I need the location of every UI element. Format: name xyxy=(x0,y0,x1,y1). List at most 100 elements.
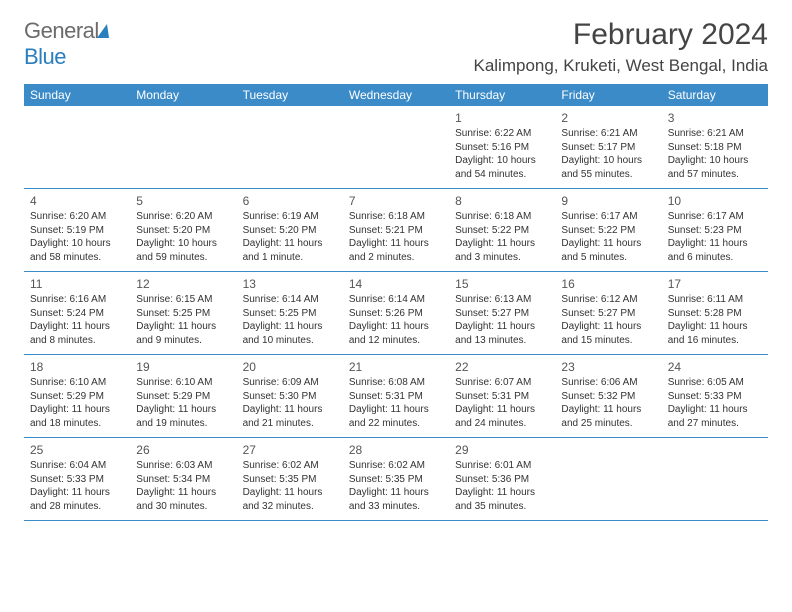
day-cell: 15Sunrise: 6:13 AMSunset: 5:27 PMDayligh… xyxy=(449,272,555,354)
day-cell: 6Sunrise: 6:19 AMSunset: 5:20 PMDaylight… xyxy=(237,189,343,271)
day-info-line: Daylight: 11 hours xyxy=(455,237,549,251)
day-number: 4 xyxy=(30,193,124,209)
week-row: 18Sunrise: 6:10 AMSunset: 5:29 PMDayligh… xyxy=(24,355,768,438)
day-info-line: and 5 minutes. xyxy=(561,251,655,265)
day-cell: 18Sunrise: 6:10 AMSunset: 5:29 PMDayligh… xyxy=(24,355,130,437)
day-info-line: and 15 minutes. xyxy=(561,334,655,348)
day-info-line: and 25 minutes. xyxy=(561,417,655,431)
day-info-line: Sunrise: 6:04 AM xyxy=(30,459,124,473)
day-info-line: Sunrise: 6:21 AM xyxy=(561,127,655,141)
day-info-line: Sunrise: 6:14 AM xyxy=(349,293,443,307)
weeks-container: 1Sunrise: 6:22 AMSunset: 5:16 PMDaylight… xyxy=(24,106,768,521)
day-info-line: Daylight: 11 hours xyxy=(136,403,230,417)
day-number: 22 xyxy=(455,359,549,375)
day-info-line: Daylight: 11 hours xyxy=(561,237,655,251)
day-info-line: Daylight: 11 hours xyxy=(455,320,549,334)
day-head: Wednesday xyxy=(343,84,449,106)
day-head: Monday xyxy=(130,84,236,106)
day-cell: 13Sunrise: 6:14 AMSunset: 5:25 PMDayligh… xyxy=(237,272,343,354)
day-info-line: Daylight: 11 hours xyxy=(30,320,124,334)
day-cell: 2Sunrise: 6:21 AMSunset: 5:17 PMDaylight… xyxy=(555,106,661,188)
day-cell: 5Sunrise: 6:20 AMSunset: 5:20 PMDaylight… xyxy=(130,189,236,271)
day-info-line: Sunset: 5:22 PM xyxy=(561,224,655,238)
day-number: 7 xyxy=(349,193,443,209)
day-info-line: and 59 minutes. xyxy=(136,251,230,265)
day-info-line: Sunset: 5:27 PM xyxy=(561,307,655,321)
day-cell: 10Sunrise: 6:17 AMSunset: 5:23 PMDayligh… xyxy=(662,189,768,271)
day-info-line: Sunrise: 6:20 AM xyxy=(30,210,124,224)
day-header-row: Sunday Monday Tuesday Wednesday Thursday… xyxy=(24,84,768,106)
day-info-line: Sunset: 5:30 PM xyxy=(243,390,337,404)
day-info-line: Sunrise: 6:15 AM xyxy=(136,293,230,307)
day-info-line: Sunrise: 6:09 AM xyxy=(243,376,337,390)
day-info-line: Sunrise: 6:21 AM xyxy=(668,127,762,141)
day-info-line: Sunrise: 6:01 AM xyxy=(455,459,549,473)
day-info-line: Sunset: 5:32 PM xyxy=(561,390,655,404)
day-info-line: Sunset: 5:29 PM xyxy=(136,390,230,404)
day-info-line: and 6 minutes. xyxy=(668,251,762,265)
day-info-line: Daylight: 11 hours xyxy=(561,403,655,417)
logo-triangle-icon xyxy=(97,24,109,38)
day-number: 2 xyxy=(561,110,655,126)
day-head: Thursday xyxy=(449,84,555,106)
day-info-line: Sunset: 5:20 PM xyxy=(243,224,337,238)
day-info-line: Sunrise: 6:17 AM xyxy=(561,210,655,224)
day-number: 13 xyxy=(243,276,337,292)
day-info-line: Sunrise: 6:22 AM xyxy=(455,127,549,141)
day-info-line: and 28 minutes. xyxy=(30,500,124,514)
day-number: 18 xyxy=(30,359,124,375)
day-number: 29 xyxy=(455,442,549,458)
day-info-line: and 12 minutes. xyxy=(349,334,443,348)
day-head: Saturday xyxy=(662,84,768,106)
day-info-line: Daylight: 11 hours xyxy=(455,486,549,500)
day-cell: 4Sunrise: 6:20 AMSunset: 5:19 PMDaylight… xyxy=(24,189,130,271)
day-cell: 1Sunrise: 6:22 AMSunset: 5:16 PMDaylight… xyxy=(449,106,555,188)
day-info-line: Sunrise: 6:11 AM xyxy=(668,293,762,307)
day-info-line: Sunset: 5:18 PM xyxy=(668,141,762,155)
day-cell: 8Sunrise: 6:18 AMSunset: 5:22 PMDaylight… xyxy=(449,189,555,271)
day-head: Tuesday xyxy=(237,84,343,106)
day-info-line: Daylight: 11 hours xyxy=(349,320,443,334)
day-info-line: Sunrise: 6:19 AM xyxy=(243,210,337,224)
day-head: Friday xyxy=(555,84,661,106)
day-number: 6 xyxy=(243,193,337,209)
day-info-line: Sunset: 5:16 PM xyxy=(455,141,549,155)
day-info-line: Sunrise: 6:18 AM xyxy=(349,210,443,224)
day-cell: 3Sunrise: 6:21 AMSunset: 5:18 PMDaylight… xyxy=(662,106,768,188)
day-info-line: and 32 minutes. xyxy=(243,500,337,514)
day-info-line: and 2 minutes. xyxy=(349,251,443,265)
week-row: 1Sunrise: 6:22 AMSunset: 5:16 PMDaylight… xyxy=(24,106,768,189)
day-number: 3 xyxy=(668,110,762,126)
week-row: 11Sunrise: 6:16 AMSunset: 5:24 PMDayligh… xyxy=(24,272,768,355)
day-info-line: Sunset: 5:35 PM xyxy=(243,473,337,487)
empty-cell xyxy=(130,106,236,188)
empty-cell xyxy=(662,438,768,520)
day-info-line: Daylight: 11 hours xyxy=(349,403,443,417)
day-info-line: Sunset: 5:27 PM xyxy=(455,307,549,321)
day-number: 8 xyxy=(455,193,549,209)
day-info-line: Daylight: 10 hours xyxy=(136,237,230,251)
day-info-line: and 16 minutes. xyxy=(668,334,762,348)
day-info-line: Sunset: 5:26 PM xyxy=(349,307,443,321)
day-number: 25 xyxy=(30,442,124,458)
day-number: 28 xyxy=(349,442,443,458)
day-info-line: and 8 minutes. xyxy=(30,334,124,348)
day-info-line: Daylight: 11 hours xyxy=(455,403,549,417)
day-info-line: Sunset: 5:21 PM xyxy=(349,224,443,238)
day-number: 19 xyxy=(136,359,230,375)
day-cell: 23Sunrise: 6:06 AMSunset: 5:32 PMDayligh… xyxy=(555,355,661,437)
day-info-line: Sunset: 5:28 PM xyxy=(668,307,762,321)
day-cell: 26Sunrise: 6:03 AMSunset: 5:34 PMDayligh… xyxy=(130,438,236,520)
calendar-page: General Blue February 2024 Kalimpong, Kr… xyxy=(0,0,792,533)
day-info-line: and 1 minute. xyxy=(243,251,337,265)
day-number: 14 xyxy=(349,276,443,292)
day-info-line: Sunset: 5:25 PM xyxy=(243,307,337,321)
day-info-line: Sunrise: 6:18 AM xyxy=(455,210,549,224)
day-cell: 14Sunrise: 6:14 AMSunset: 5:26 PMDayligh… xyxy=(343,272,449,354)
day-info-line: Daylight: 11 hours xyxy=(243,403,337,417)
day-number: 17 xyxy=(668,276,762,292)
day-info-line: and 33 minutes. xyxy=(349,500,443,514)
logo-part2: Blue xyxy=(24,44,66,69)
day-info-line: and 27 minutes. xyxy=(668,417,762,431)
day-number: 26 xyxy=(136,442,230,458)
